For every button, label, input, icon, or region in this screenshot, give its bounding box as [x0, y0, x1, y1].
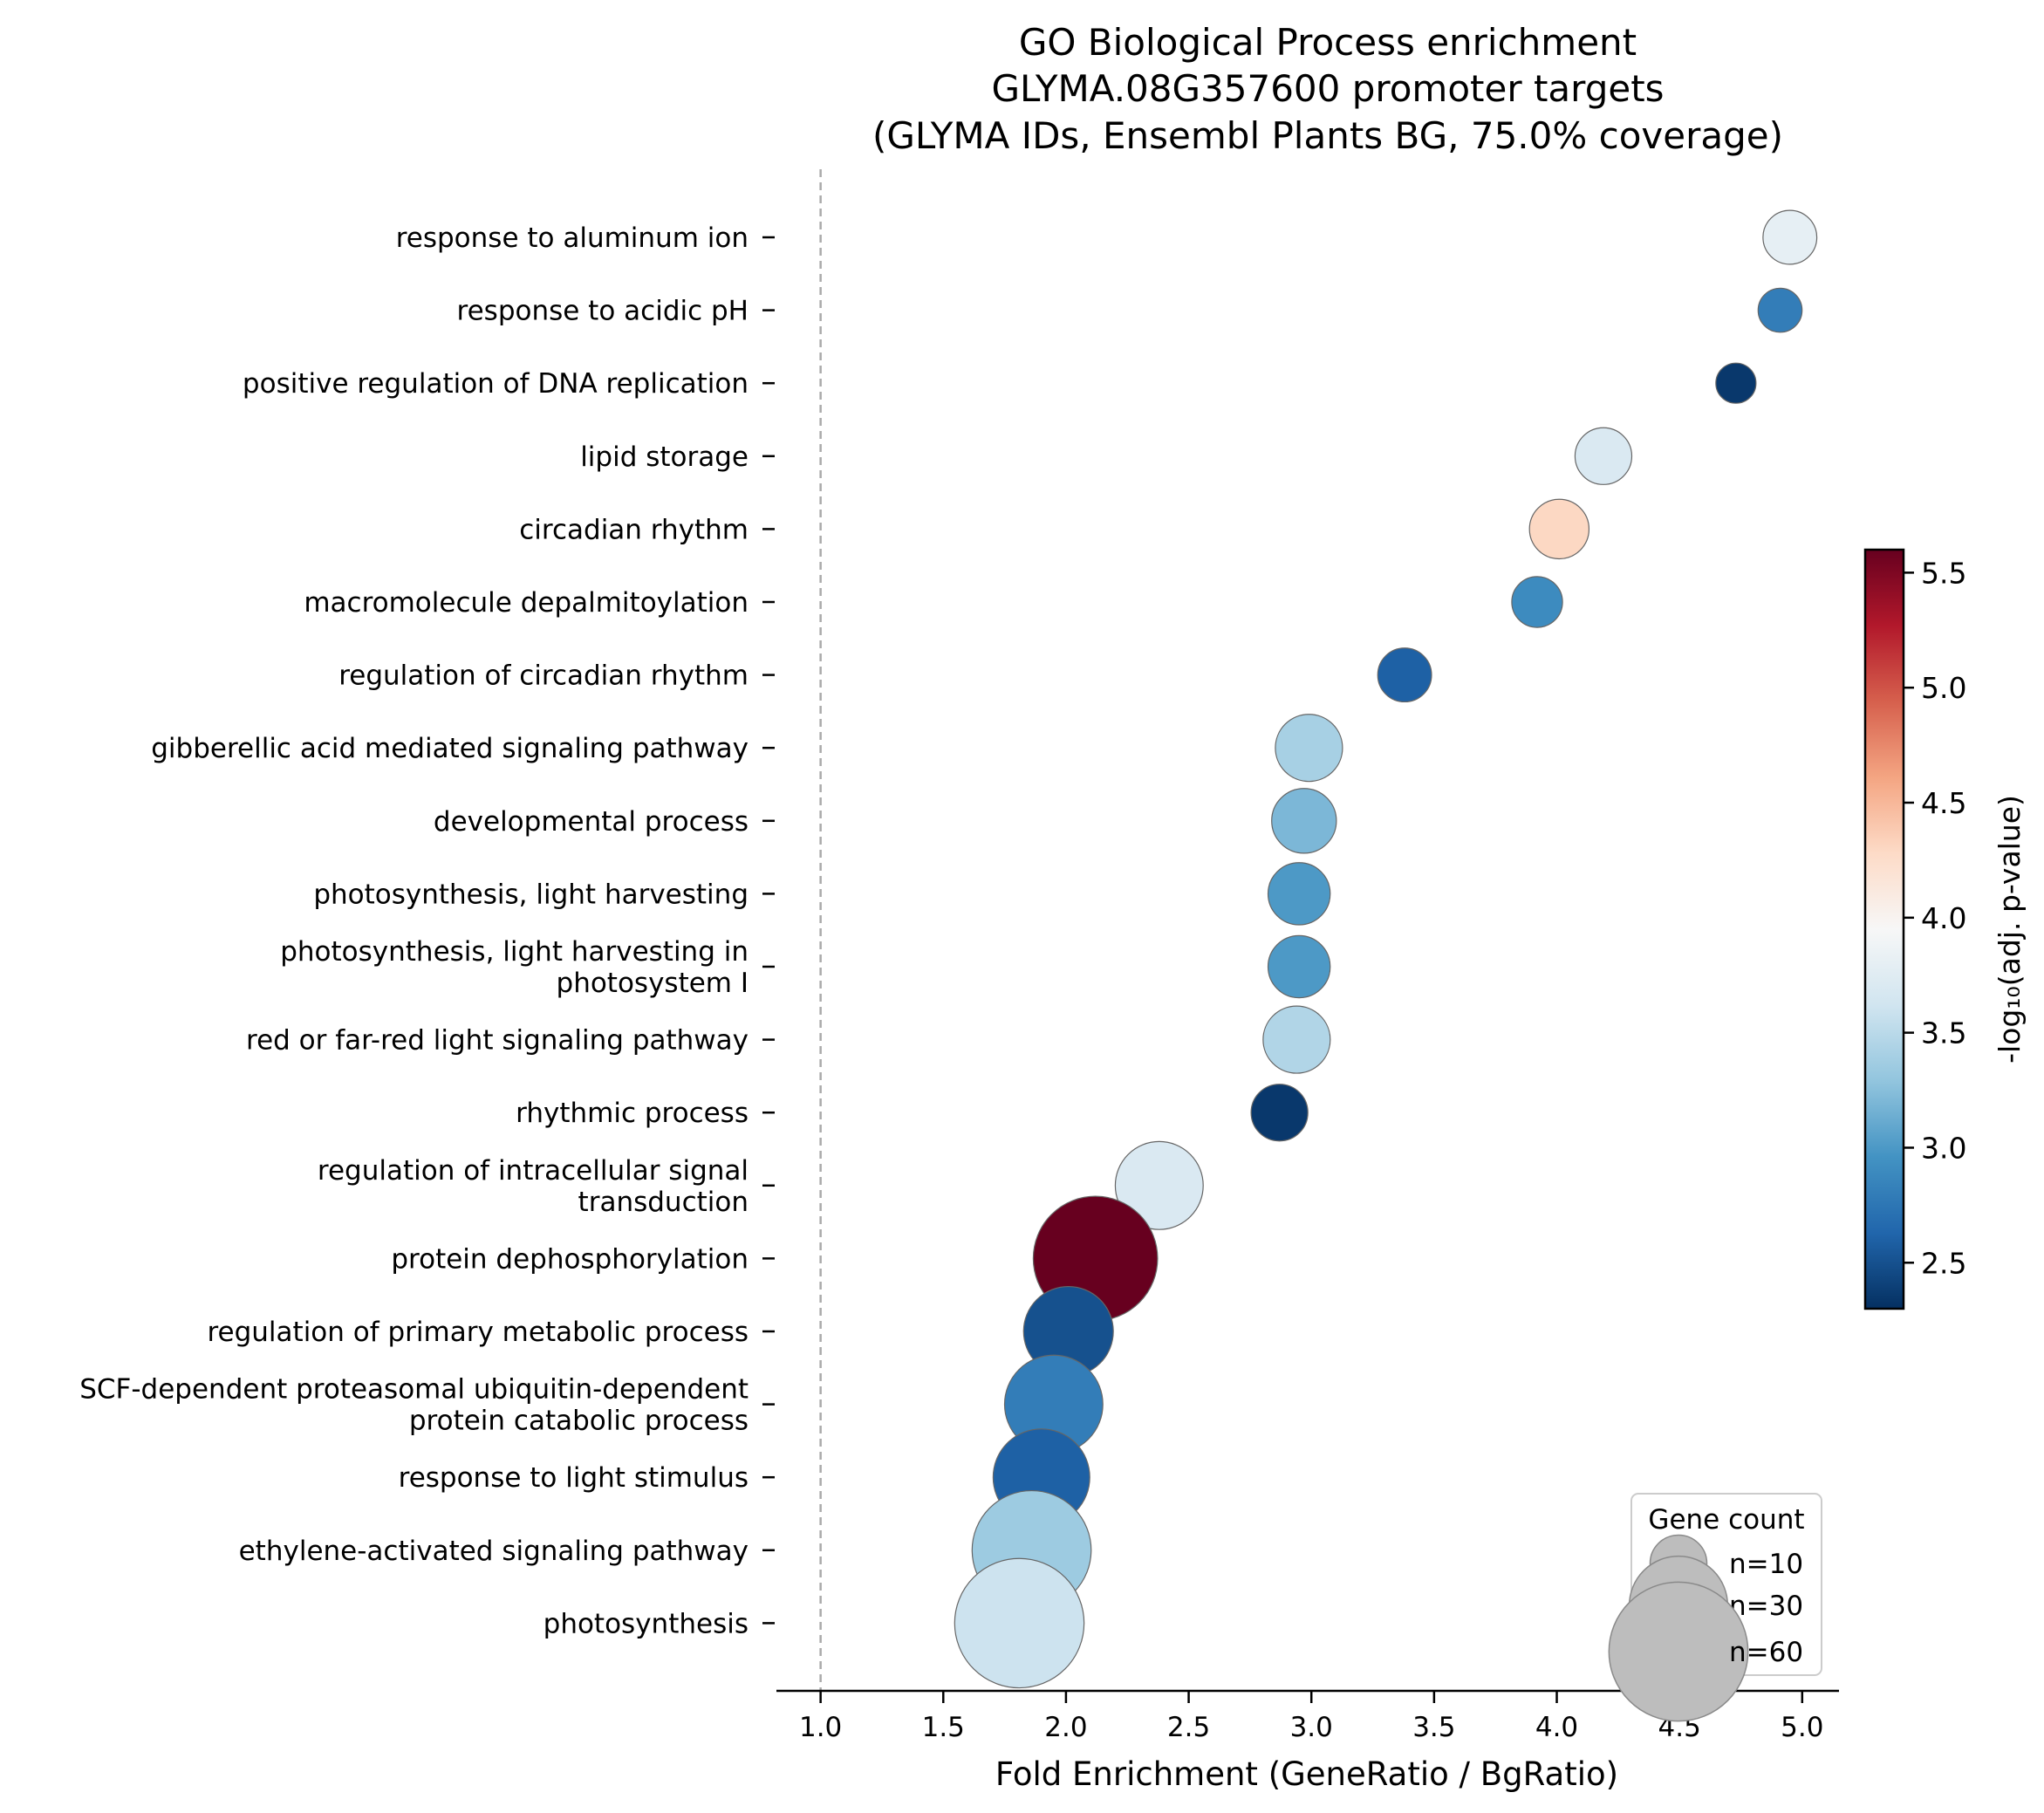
- data-point: [1511, 576, 1563, 628]
- data-point: [954, 1557, 1085, 1689]
- chart-title: GO Biological Process enrichment GLYMA.0…: [872, 21, 1783, 157]
- title-line-2: GLYMA.08G357600 promoter targets: [991, 67, 1664, 110]
- y-tick-label: response to light stimulus: [399, 1462, 749, 1494]
- y-tick-label: red or far-red light signaling pathway: [246, 1025, 749, 1057]
- y-tick-label: regulation of circadian rhythm: [338, 660, 749, 692]
- data-point: [1114, 1140, 1204, 1230]
- y-tick-label: protein catabolic process: [409, 1406, 749, 1437]
- data-point: [1250, 1084, 1309, 1142]
- x-tick-label: 3.5: [1412, 1712, 1455, 1743]
- size-legend: Gene count n=10 n=30 n=60: [1608, 1493, 1822, 1722]
- data-point: [1275, 714, 1343, 783]
- x-tick-label: 1.5: [922, 1712, 965, 1743]
- y-tick-label: response to acidic pH: [457, 296, 749, 327]
- data-point: [1267, 862, 1331, 926]
- colorbar-label: -log₁₀(adj. p-value): [1993, 795, 2027, 1064]
- data-point: [1757, 287, 1803, 333]
- y-tick-label: photosystem I: [557, 968, 749, 999]
- y-tick-label: macromolecule depalmitoylation: [304, 587, 749, 619]
- data-point: [1271, 788, 1337, 854]
- y-tick-label: rhythmic process: [516, 1098, 749, 1129]
- colorbar: 2.5 3.0 3.5 4.0 4.5 5.0 5.5 -log₁₀(adj. p-value…: [1863, 548, 2027, 1310]
- x-tick-label: 2.5: [1167, 1712, 1210, 1743]
- y-tick-label: SCF-dependent proteasomal ubiquitin-depe…: [79, 1374, 749, 1406]
- colorbar-tick-label: 3.0: [1921, 1131, 1966, 1165]
- y-tick-label: regulation of intracellular signal: [318, 1155, 749, 1187]
- colorbar-tick-label: 4.5: [1921, 786, 1966, 820]
- data-point: [1267, 934, 1331, 999]
- x-tick-label: 3.0: [1290, 1712, 1333, 1743]
- data-point: [1715, 362, 1757, 404]
- x-tick-label: 5.0: [1781, 1712, 1823, 1743]
- x-tick-label: 4.0: [1535, 1712, 1578, 1743]
- x-tick-label: 2.0: [1044, 1712, 1087, 1743]
- y-tick-label: response to aluminum ion: [396, 222, 749, 254]
- legend-label: n=60: [1729, 1637, 1803, 1668]
- colorbar-tick-label: 5.0: [1921, 671, 1966, 705]
- title-line-1: GO Biological Process enrichment: [1019, 21, 1637, 64]
- data-point: [1762, 209, 1818, 265]
- x-tick-label: 1.0: [799, 1712, 842, 1743]
- colorbar-tick-label: 5.5: [1921, 556, 1966, 590]
- y-tick-label: protein dephosphorylation: [391, 1243, 749, 1275]
- y-tick-label: regulation of primary metabolic process: [207, 1317, 749, 1348]
- x-axis-label: Fold Enrichment (GeneRatio / BgRatio): [995, 1755, 1618, 1793]
- plot-area: [819, 169, 1818, 1691]
- y-tick-label: circadian rhythm: [519, 514, 749, 545]
- y-tick-label: developmental process: [434, 806, 749, 838]
- legend-marker: [1608, 1581, 1749, 1722]
- y-tick-label: positive regulation of DNA replication: [243, 368, 749, 400]
- data-point: [1574, 427, 1633, 485]
- y-tick-label: photosynthesis, light harvesting: [313, 879, 749, 910]
- title-line-3: (GLYMA IDs, Ensembl Plants BG, 75.0% cov…: [872, 114, 1783, 157]
- data-point: [1377, 647, 1432, 703]
- legend-label: n=30: [1729, 1591, 1803, 1622]
- y-tick-label: transduction: [578, 1187, 749, 1218]
- legend-title: Gene count: [1648, 1504, 1804, 1536]
- colorbar-gradient: [1863, 548, 1905, 1310]
- y-tick-label: gibberellic acid mediated signaling path…: [151, 733, 749, 764]
- legend-label: n=10: [1729, 1549, 1803, 1580]
- y-tick-label: photosynthesis: [543, 1608, 749, 1639]
- y-tick-label: lipid storage: [580, 441, 749, 473]
- y-tick-label: photosynthesis, light harvesting in: [280, 936, 749, 968]
- data-point: [1262, 1005, 1331, 1074]
- data-point: [1528, 498, 1590, 560]
- colorbar-tick-label: 2.5: [1921, 1246, 1966, 1280]
- y-axis-labels: response to aluminum ion response to acid…: [79, 222, 775, 1639]
- colorbar-tick-label: 4.0: [1921, 901, 1966, 935]
- y-tick-label: ethylene-activated signaling pathway: [239, 1536, 749, 1567]
- colorbar-tick-label: 3.5: [1921, 1016, 1966, 1050]
